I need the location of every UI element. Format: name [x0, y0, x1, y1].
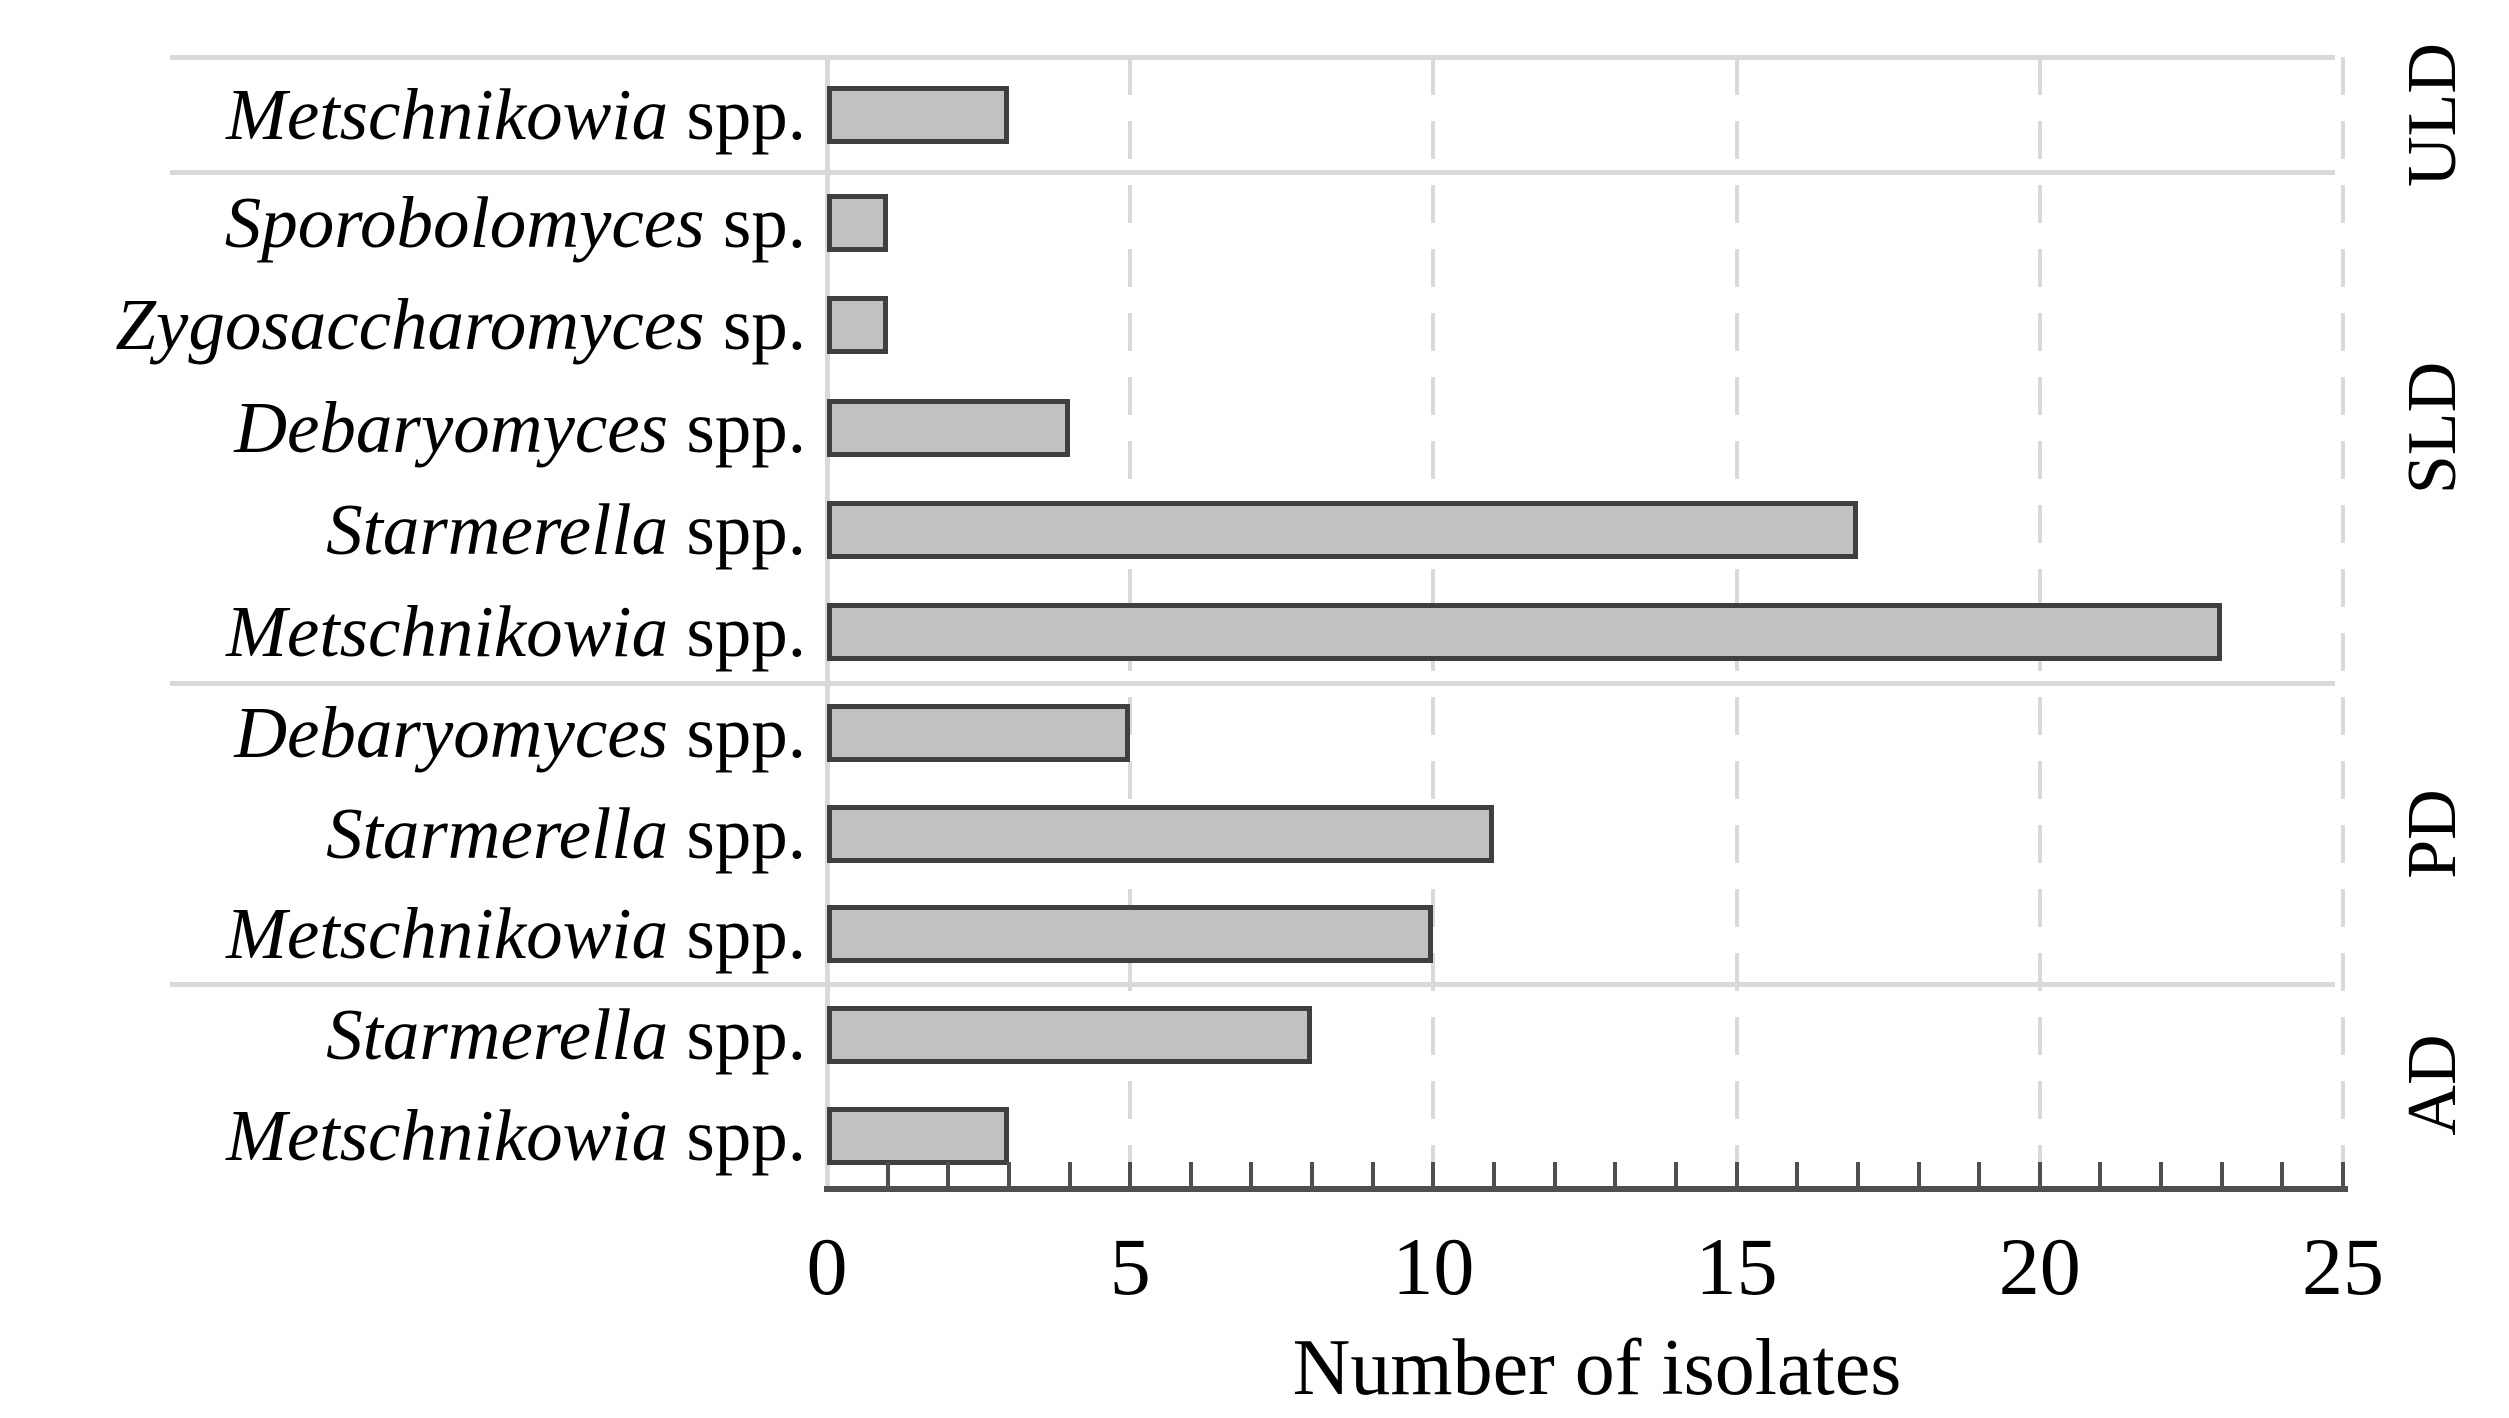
category-label: Metschnikowia spp. [0, 879, 806, 989]
bar-starmerella-ad [827, 1005, 1312, 1064]
species-suffix: spp. [668, 692, 806, 774]
x-axis-tick [1795, 1162, 1800, 1186]
x-axis-tick [1855, 1162, 1860, 1186]
category-label: Zygosaccharomyces sp. [0, 270, 806, 380]
genus-name: Sporobolomyces [224, 182, 705, 264]
x-tick-label-20: 20 [1998, 1221, 2081, 1312]
x-axis-line [824, 1186, 2348, 1192]
x-tick-label-5: 5 [1109, 1221, 1151, 1312]
x-axis-tick [885, 1162, 890, 1186]
x-axis-tick [946, 1162, 951, 1186]
x-axis-tick [2219, 1162, 2224, 1186]
category-label: Metschnikowia spp. [0, 60, 806, 170]
x-axis-tick [2159, 1162, 2164, 1186]
category-label: Sporobolomyces sp. [0, 168, 806, 278]
bar-debaryomyces-sld [827, 398, 1070, 457]
species-suffix: spp. [668, 892, 806, 974]
species-suffix: sp. [704, 284, 806, 366]
x-axis-tick [1552, 1162, 1557, 1186]
x-axis-tick [1977, 1162, 1982, 1186]
group-separator [170, 170, 2335, 175]
plot-top-border [170, 55, 2335, 60]
x-axis-tick [1188, 1162, 1193, 1186]
species-suffix: spp. [668, 590, 806, 672]
category-label: Starmerella spp. [0, 475, 806, 585]
category-label: Starmerella spp. [0, 980, 806, 1090]
x-axis-title: Number of isolates [1292, 1324, 1902, 1412]
bar-metschnikowia-ad [827, 1106, 1009, 1165]
species-suffix: spp. [668, 993, 806, 1075]
x-axis-tick [1613, 1162, 1618, 1186]
species-suffix: spp. [668, 488, 806, 570]
bar-metschnikowia-uld [827, 85, 1009, 144]
gridline-25 [2341, 57, 2345, 1186]
x-axis-tick [2037, 1162, 2042, 1186]
genus-name: Debaryomyces [234, 386, 669, 468]
group-label-ad: AD [2394, 1034, 2471, 1136]
bar-metschnikowia-pd [827, 904, 1433, 963]
genus-name: Debaryomyces [234, 692, 669, 774]
species-suffix: spp. [668, 73, 806, 155]
genus-name: Starmerella [326, 993, 669, 1075]
genus-name: Metschnikowia [226, 590, 669, 672]
x-axis-tick [2280, 1162, 2285, 1186]
category-label: Metschnikowia spp. [0, 577, 806, 687]
bar-zygosaccharomyces-sld [827, 296, 888, 355]
x-tick-label-0: 0 [806, 1221, 848, 1312]
x-axis-tick [1006, 1162, 1011, 1186]
x-tick-label-15: 15 [1695, 1221, 1778, 1312]
bar-starmerella-sld [827, 500, 1858, 559]
x-axis-tick [2098, 1162, 2103, 1186]
genus-name: Starmerella [326, 488, 669, 570]
category-label: Starmerella spp. [0, 779, 806, 889]
genus-name: Metschnikowia [226, 892, 669, 974]
x-tick-label-25: 25 [2302, 1221, 2384, 1312]
category-label: Debaryomyces spp. [0, 373, 806, 483]
group-separator [170, 681, 2335, 686]
x-axis-tick [1734, 1162, 1739, 1186]
x-axis-tick [1067, 1162, 1072, 1186]
bar-debaryomyces-pd [827, 704, 1130, 763]
genus-name: Zygosaccharomyces [115, 284, 705, 366]
genus-name: Metschnikowia [226, 73, 669, 155]
bar-sporobolomyces-sld [827, 194, 888, 253]
x-axis-tick [1370, 1162, 1375, 1186]
category-label: Debaryomyces spp. [0, 678, 806, 788]
group-label-sld: SLD [2394, 361, 2471, 494]
species-suffix: sp. [704, 182, 806, 264]
genus-name: Metschnikowia [226, 1094, 669, 1176]
bar-metschnikowia-sld [827, 602, 2222, 661]
x-axis-tick [1916, 1162, 1921, 1186]
x-axis-tick [2341, 1162, 2345, 1186]
x-axis-tick [1673, 1162, 1678, 1186]
x-axis-tick [1128, 1162, 1133, 1186]
category-label: Metschnikowia spp. [0, 1081, 806, 1191]
genus-name: Starmerella [326, 792, 669, 874]
species-suffix: spp. [668, 386, 806, 468]
x-tick-label-10: 10 [1392, 1221, 1475, 1312]
species-suffix: spp. [668, 1094, 806, 1176]
x-axis-tick [1310, 1162, 1315, 1186]
bar-starmerella-pd [827, 804, 1494, 863]
x-axis-tick [1492, 1162, 1497, 1186]
group-label-uld: ULD [2394, 42, 2471, 187]
x-axis-tick [1431, 1162, 1436, 1186]
group-separator [170, 982, 2335, 987]
species-suffix: spp. [668, 792, 806, 874]
x-axis-tick [1249, 1162, 1254, 1186]
